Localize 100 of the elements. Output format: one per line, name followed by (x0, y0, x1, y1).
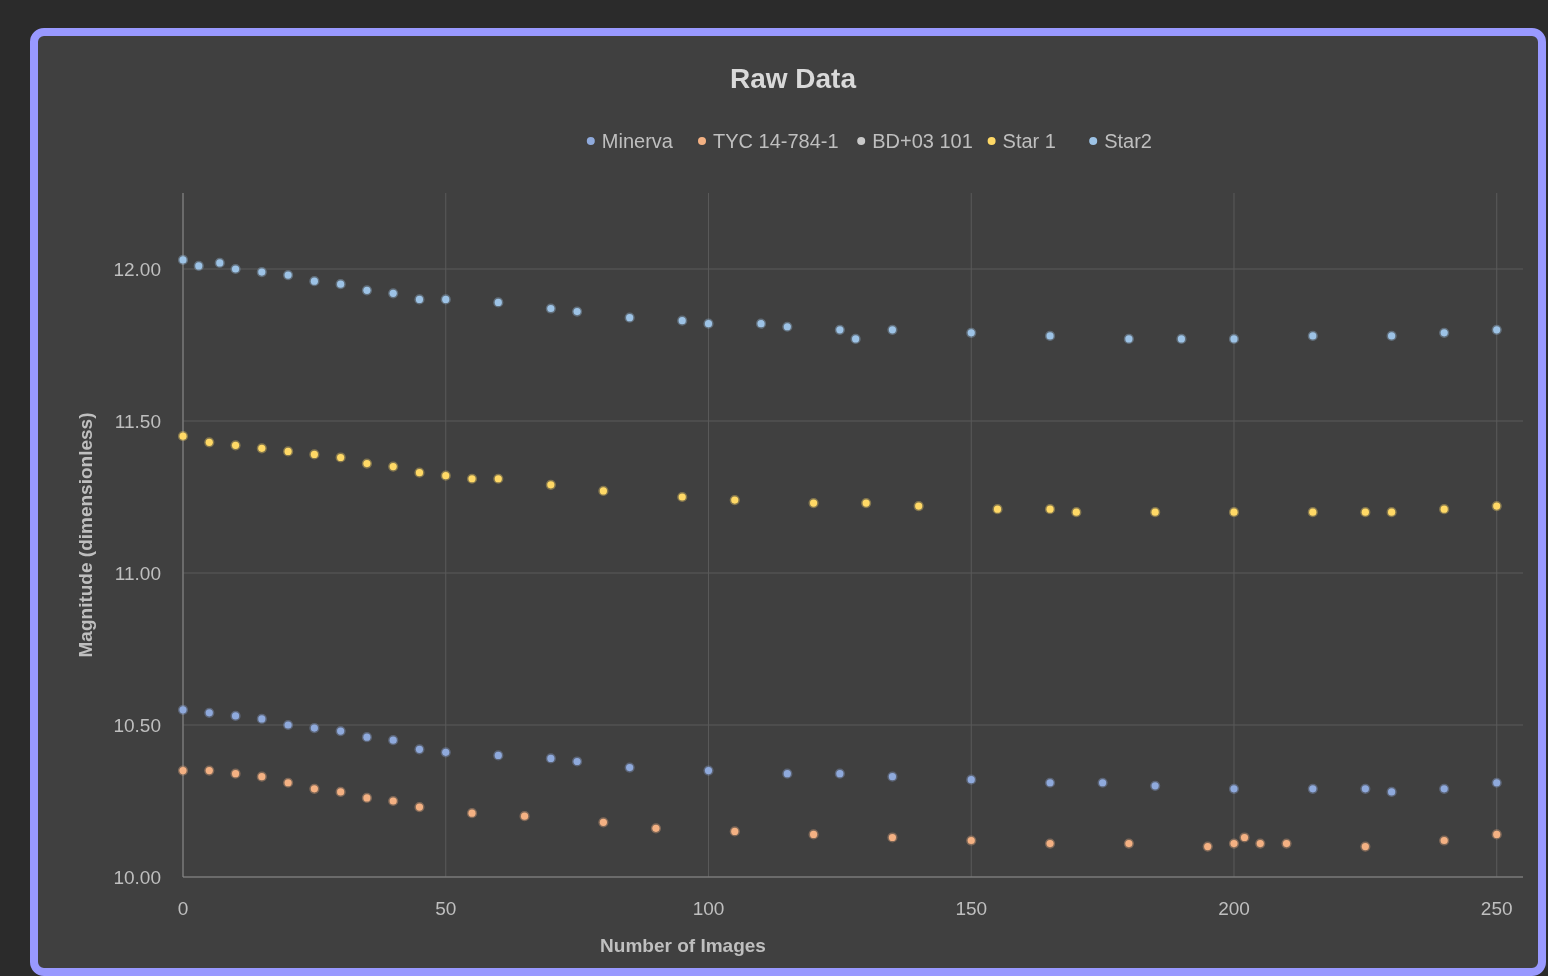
point (193, 260, 204, 272)
point (1123, 333, 1134, 345)
point (598, 817, 609, 828)
point (440, 747, 451, 758)
y-tick-label: 11.50 (114, 410, 161, 432)
point (466, 473, 478, 484)
point (256, 443, 267, 454)
legend-label: BD+03 101 (872, 130, 973, 152)
x-axis-title: Number of Images (600, 935, 766, 956)
point (283, 777, 294, 788)
legend-label: TYC 14-784-1 (713, 130, 839, 152)
point (677, 491, 688, 503)
point (361, 792, 373, 804)
point (1228, 333, 1240, 345)
point (1281, 838, 1292, 849)
point (729, 826, 740, 837)
point (1491, 501, 1502, 512)
point (966, 327, 977, 338)
point (493, 297, 504, 308)
point (703, 318, 714, 329)
point (1386, 507, 1397, 518)
point (1491, 829, 1502, 840)
point (493, 750, 504, 761)
point (440, 294, 451, 305)
point (966, 774, 977, 785)
point (361, 285, 373, 296)
point (256, 713, 267, 725)
point (808, 829, 819, 840)
point (1228, 838, 1240, 849)
point (1439, 783, 1450, 794)
point (466, 808, 478, 819)
point (624, 312, 635, 323)
point (177, 704, 189, 715)
point (214, 257, 225, 269)
point (388, 735, 399, 746)
point (834, 324, 845, 335)
point (1491, 777, 1502, 788)
point (624, 762, 635, 773)
point (519, 811, 530, 822)
legend-label: Star 1 (1002, 130, 1056, 152)
point (834, 768, 845, 779)
point (414, 467, 425, 478)
point (992, 504, 1003, 515)
point (1044, 330, 1056, 341)
point (782, 768, 793, 779)
point (850, 333, 861, 345)
point (335, 452, 346, 463)
point (913, 501, 924, 512)
point (966, 835, 977, 846)
point (1044, 777, 1056, 788)
point (650, 823, 662, 834)
point (1360, 783, 1371, 794)
legend-label: Minerva (601, 130, 674, 152)
point (309, 783, 320, 794)
point (230, 263, 241, 275)
point (808, 497, 819, 509)
point (1123, 838, 1134, 849)
point (1239, 832, 1250, 843)
point (1307, 330, 1318, 341)
x-tick-label: 50 (435, 898, 457, 919)
point (598, 485, 609, 497)
x-tick-label: 0 (177, 898, 189, 919)
point (1097, 777, 1108, 788)
point (204, 437, 215, 448)
point (1307, 783, 1318, 794)
point (283, 446, 294, 457)
point (1255, 838, 1266, 849)
point (414, 744, 425, 755)
point (677, 315, 688, 326)
point (388, 795, 399, 807)
point (545, 753, 556, 764)
point (1307, 507, 1318, 518)
point (545, 303, 556, 314)
point (1228, 783, 1240, 794)
y-tick-label: 10.00 (113, 866, 161, 888)
point (388, 288, 399, 299)
y-tick-label: 10.50 (113, 714, 161, 736)
point (1439, 504, 1450, 515)
point (414, 801, 425, 813)
point (440, 470, 451, 481)
point (572, 756, 583, 767)
point (1386, 330, 1397, 341)
chart-title: Raw Data (729, 63, 857, 94)
point (1150, 507, 1161, 518)
point (1044, 504, 1056, 515)
point (887, 324, 898, 335)
point (1491, 324, 1502, 335)
point (177, 254, 189, 265)
point (361, 732, 373, 743)
y-tick-label: 12.00 (113, 258, 161, 280)
point (309, 722, 320, 734)
point (361, 458, 373, 469)
point (309, 276, 320, 287)
point (1044, 838, 1056, 849)
point (335, 786, 346, 797)
legend-label: Star2 (1104, 130, 1153, 152)
point (256, 771, 267, 782)
point (283, 719, 294, 731)
point (309, 449, 320, 460)
point (703, 765, 714, 776)
